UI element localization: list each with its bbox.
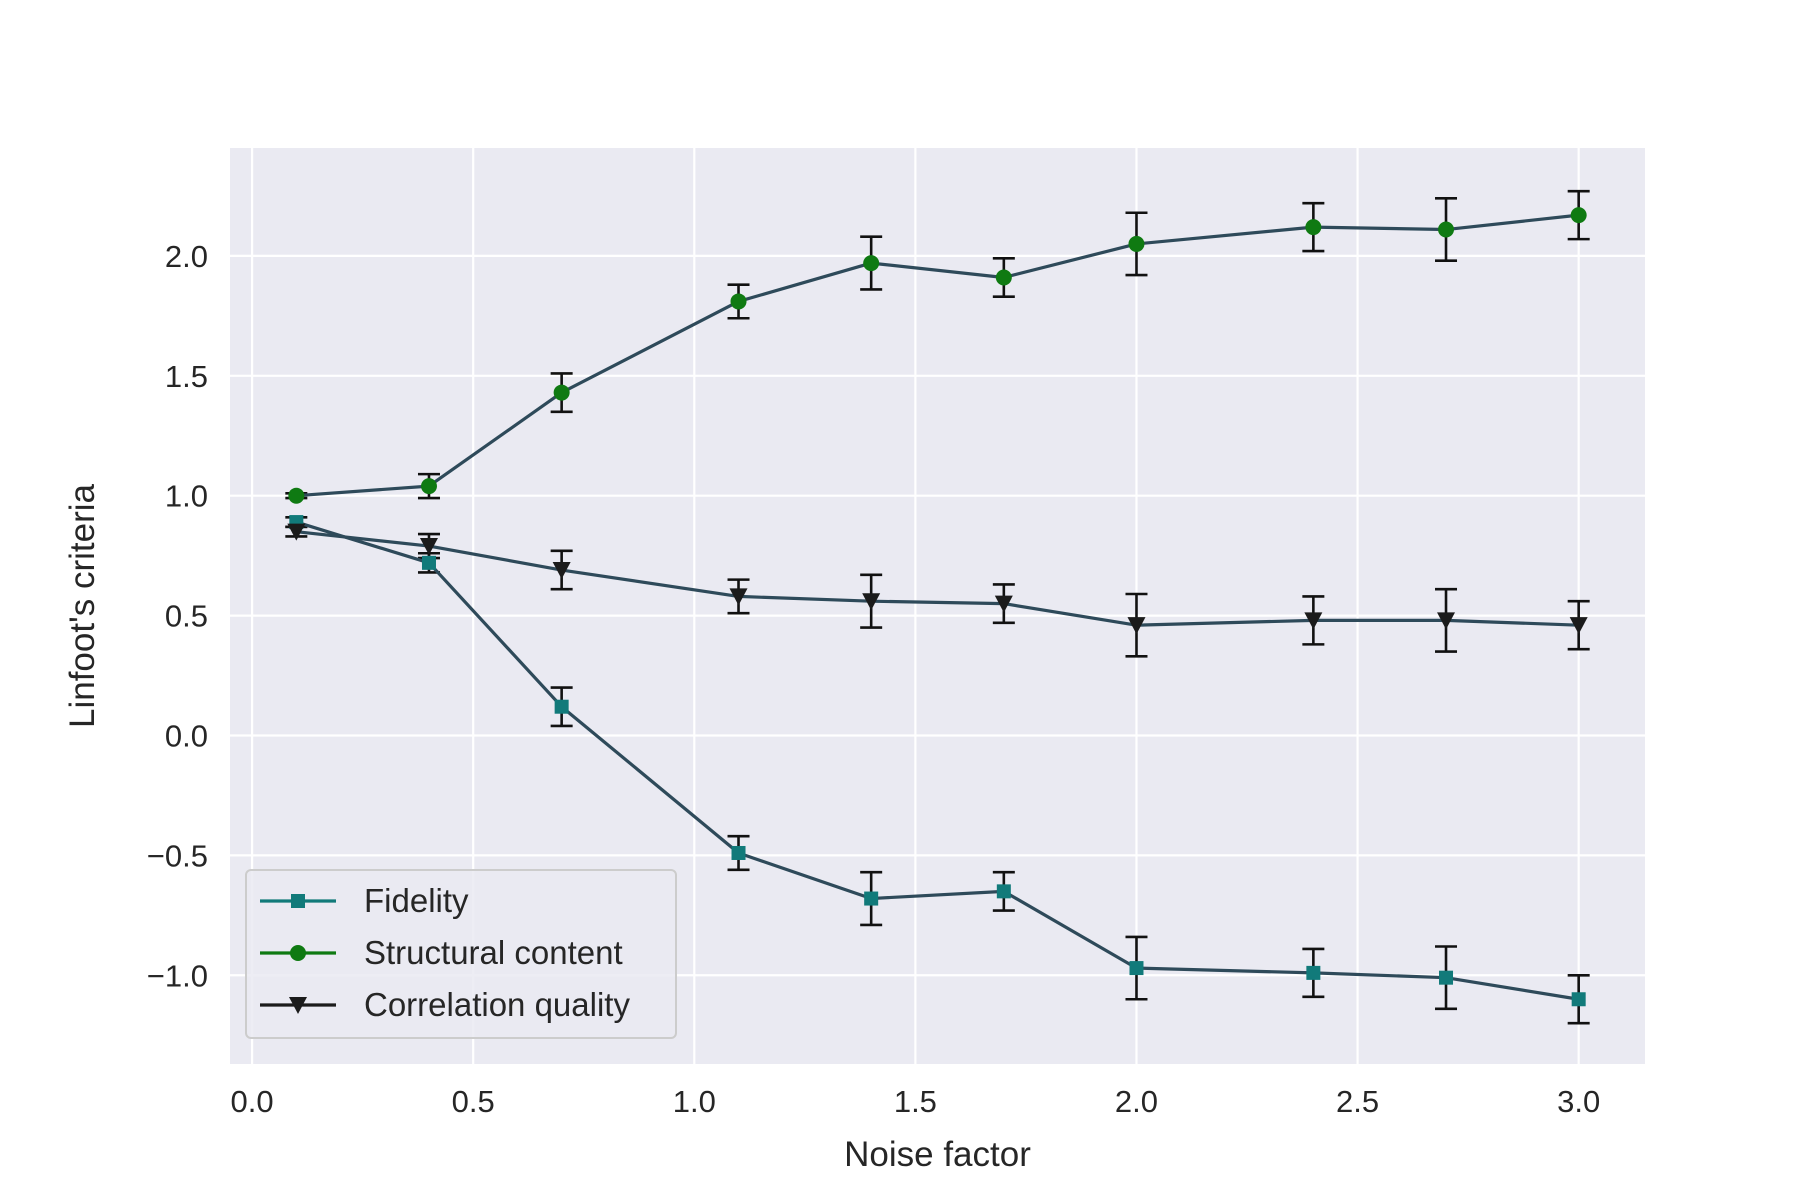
structural-content-point [553, 384, 570, 401]
y-tick-label: 1.0 [165, 479, 208, 514]
correlation-quality-point [1304, 612, 1323, 630]
series-markers [287, 207, 1588, 1007]
x-tick-label: 2.5 [1336, 1084, 1379, 1119]
structural-content-point [730, 293, 747, 310]
structural-content-point [1305, 219, 1322, 236]
correlation-quality-point [862, 593, 881, 611]
legend-label-structural-content: Structural content [364, 934, 623, 971]
y-tick-label: 0.5 [165, 599, 208, 634]
y-tick-label: −0.5 [147, 838, 208, 873]
structural-content-line [296, 213, 1579, 498]
legend-label-fidelity: Fidelity [364, 882, 469, 919]
correlation-quality-line [296, 530, 1579, 627]
fidelity-point [421, 555, 436, 570]
correlation-quality-point [1437, 612, 1456, 630]
structural-content-point [1438, 221, 1455, 238]
structural-content-point [995, 269, 1012, 286]
fidelity-point [554, 699, 569, 714]
legend: Fidelity Structural content Correlation qu… [245, 869, 677, 1039]
fidelity-point [1306, 965, 1321, 980]
legend-box [245, 869, 677, 1039]
y-tick-label: 0.0 [165, 718, 208, 753]
y-tick-label: 1.5 [165, 359, 208, 394]
y-axis-ticks: −1.0 −0.5 0.0 0.5 1.0 1.5 2.0 [147, 239, 208, 993]
fidelity-point [1571, 992, 1586, 1007]
fidelity-point [996, 884, 1011, 899]
series-lines [295, 213, 1579, 1001]
x-tick-label: 0.5 [452, 1084, 495, 1119]
structural-content-point [420, 478, 437, 495]
fidelity-point [731, 845, 746, 860]
y-tick-label: −1.0 [147, 958, 208, 993]
y-axis-title: Linfoot's criteria [63, 483, 102, 728]
fidelity-point [1439, 970, 1454, 985]
x-tick-label: 2.0 [1115, 1084, 1158, 1119]
structural-content-point [1570, 207, 1587, 224]
y-tick-label: 2.0 [165, 239, 208, 274]
legend-marker-fidelity [291, 894, 305, 908]
correlation-quality-point [552, 562, 571, 580]
correlation-quality-point [994, 595, 1013, 613]
x-tick-label: 3.0 [1557, 1084, 1600, 1119]
x-tick-label: 1.0 [673, 1084, 716, 1119]
structural-content-point [863, 255, 880, 272]
fidelity-line [295, 520, 1579, 1001]
fidelity-point [1129, 961, 1144, 976]
correlation-quality-point [287, 523, 306, 541]
correlation-quality-point [1127, 617, 1146, 635]
fidelity-point [864, 891, 879, 906]
x-tick-label: 1.5 [894, 1084, 937, 1119]
x-axis-title: Noise factor [844, 1135, 1031, 1174]
structural-content-point [288, 487, 305, 504]
correlation-quality-point [1569, 617, 1588, 635]
x-tick-label: 0.0 [231, 1084, 274, 1119]
structural-content-point [1128, 235, 1145, 252]
legend-marker-structural-content [290, 945, 306, 961]
legend-label-correlation-quality: Correlation quality [364, 986, 630, 1023]
correlation-quality-point [419, 538, 438, 556]
legend-marker-correlation-quality [289, 997, 307, 1014]
correlation-quality-point [729, 588, 748, 606]
x-axis-ticks: 0.0 0.5 1.0 1.5 2.0 2.5 3.0 [231, 1084, 1601, 1119]
